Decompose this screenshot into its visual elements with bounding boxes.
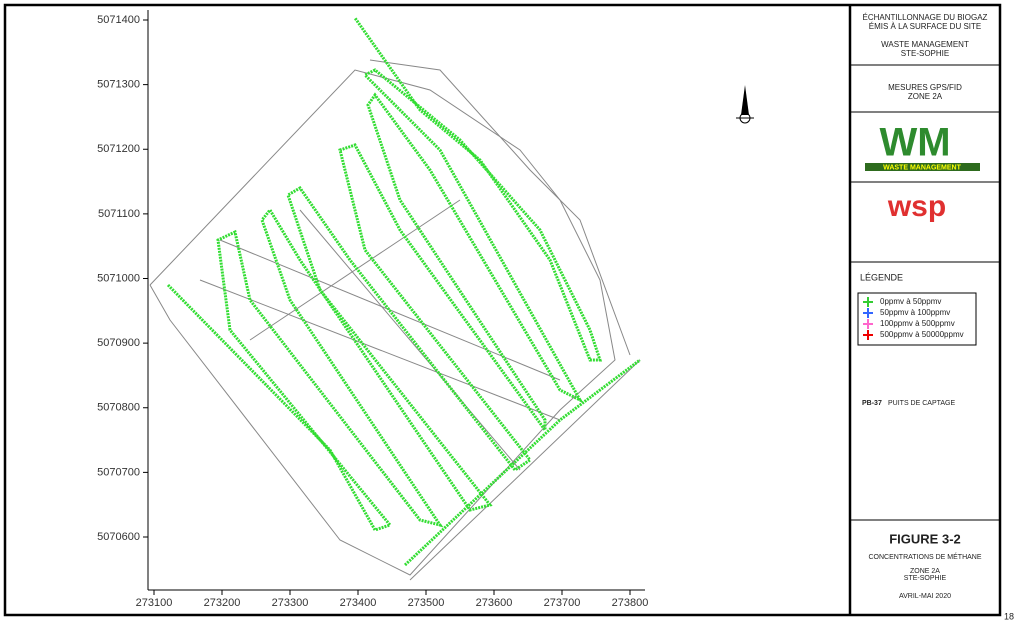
legend-title: LÉGENDE bbox=[860, 272, 903, 282]
x-tick-label: 273100 bbox=[136, 597, 173, 609]
gps-track bbox=[166, 17, 641, 567]
y-tick-label: 5070600 bbox=[97, 531, 140, 543]
x-tick-label: 273700 bbox=[544, 597, 581, 609]
x-tick-label: 273500 bbox=[408, 597, 445, 609]
y-tick-label: 5070800 bbox=[97, 402, 140, 414]
x-tick-label: 273800 bbox=[612, 597, 649, 609]
panel-rules bbox=[850, 64, 1000, 521]
x-tick-label: 273400 bbox=[340, 597, 377, 609]
y-tick-label: 5070900 bbox=[97, 337, 140, 349]
legend-label: 0ppmv à 50ppmv bbox=[880, 297, 941, 306]
zone: ZONE 2A bbox=[910, 568, 940, 575]
page-number: 18 bbox=[1004, 611, 1014, 621]
well-code: PB-37 bbox=[862, 400, 882, 407]
wm-banner bbox=[865, 163, 980, 171]
well-label: PUITS DE CAPTAGE bbox=[888, 400, 955, 407]
y-tick-label: 5071000 bbox=[97, 272, 140, 284]
x-tick-label: 273300 bbox=[272, 597, 309, 609]
y-tick-label: 5070700 bbox=[97, 466, 140, 478]
y-tick-label: 5071200 bbox=[97, 143, 140, 155]
north-arrow bbox=[736, 85, 754, 124]
wsp-logo: wsp bbox=[887, 190, 946, 223]
subject: ZONE 2A bbox=[908, 92, 943, 101]
figure-title: CONCENTRATIONS DE MÉTHANE bbox=[868, 552, 981, 561]
y-tick-label: 5071400 bbox=[97, 14, 140, 26]
site: STE-SOPHIE bbox=[904, 575, 947, 582]
wm-logo-text: WASTE MANAGEMENT bbox=[883, 164, 962, 171]
study-title: ÉCHANTILLONNAGE DU BIOGAZ bbox=[863, 13, 988, 22]
x-tick-label: 273600 bbox=[476, 597, 513, 609]
date: AVRIL-MAI 2020 bbox=[899, 593, 951, 600]
study-title: ÉMIS À LA SURFACE DU SITE bbox=[869, 22, 981, 31]
subject: MESURES GPS/FID bbox=[888, 83, 962, 92]
frame bbox=[3, 3, 1002, 617]
y-tick-label: 5071300 bbox=[97, 79, 140, 91]
figure-number: FIGURE 3-2 bbox=[889, 531, 961, 546]
legend-label: 100ppmv à 500ppmv bbox=[880, 319, 955, 328]
wm-logo: WM bbox=[879, 121, 950, 165]
y-tick-label: 5071100 bbox=[98, 208, 140, 220]
legend-label: 500ppmv à 50000ppmv bbox=[880, 330, 964, 339]
x-tick-label: 273200 bbox=[204, 597, 241, 609]
legend-box bbox=[857, 292, 977, 346]
legend-label: 50ppmv à 100ppmv bbox=[880, 308, 950, 317]
client: WASTE MANAGEMENT bbox=[881, 40, 969, 49]
client: STE-SOPHIE bbox=[901, 49, 949, 58]
